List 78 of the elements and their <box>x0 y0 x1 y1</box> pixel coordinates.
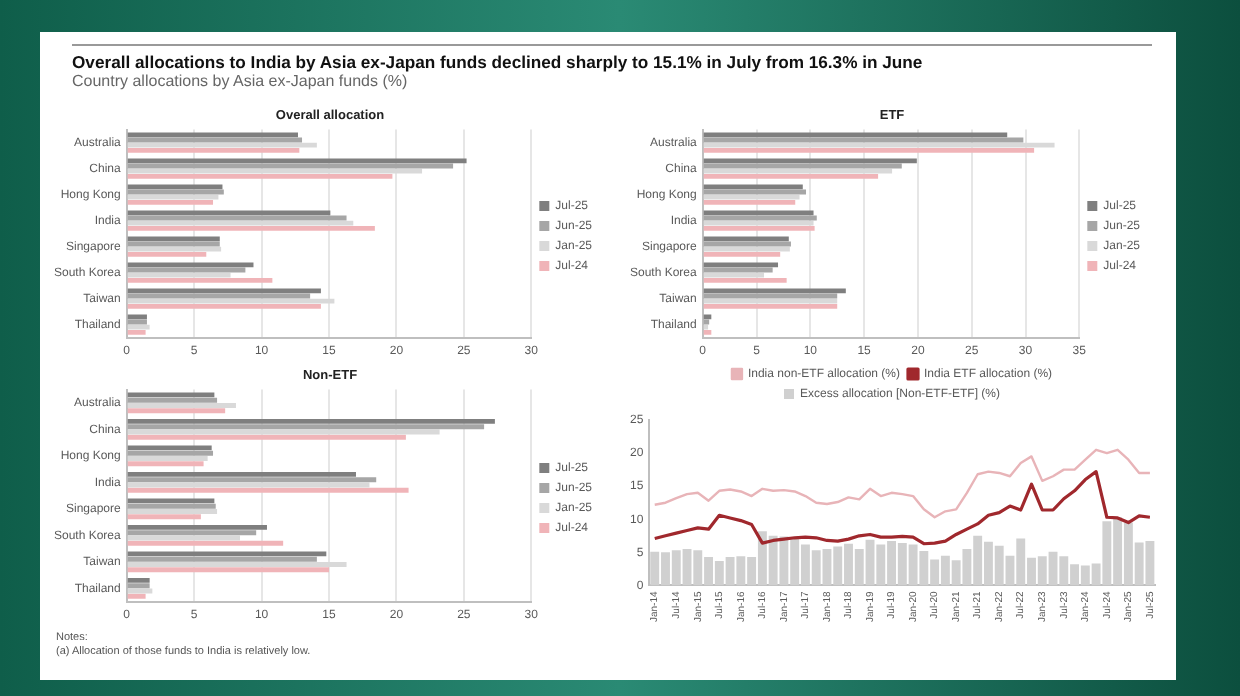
text: Country allocations by Asia ex-Japan funds (%) <box>72 72 410 90</box>
bar <box>127 471 356 477</box>
bar <box>127 456 208 461</box>
bar <box>127 262 254 268</box>
bar <box>703 194 800 200</box>
bar <box>127 142 317 148</box>
bar <box>703 200 796 205</box>
bar <box>703 184 803 190</box>
bar <box>127 278 273 283</box>
bar <box>127 524 267 530</box>
bar <box>703 174 879 179</box>
bar <box>127 236 220 242</box>
bar <box>127 272 231 278</box>
bar <box>127 184 223 190</box>
bar <box>127 158 467 164</box>
bar <box>703 314 712 320</box>
bar <box>703 142 1055 148</box>
bar <box>127 498 215 504</box>
bar <box>127 418 495 424</box>
bar <box>127 246 222 252</box>
bar <box>127 298 335 304</box>
bar <box>703 272 765 278</box>
bar <box>127 220 354 226</box>
bar <box>127 148 300 153</box>
bar <box>127 445 212 451</box>
bar <box>127 477 377 483</box>
bar <box>127 210 331 216</box>
bar <box>127 403 236 408</box>
bar <box>127 562 347 567</box>
bar <box>703 330 712 335</box>
bar <box>127 392 215 398</box>
bar <box>127 168 423 174</box>
bar <box>127 132 298 138</box>
bar <box>127 330 146 335</box>
bar <box>127 514 201 520</box>
bar <box>703 236 789 242</box>
bar <box>127 556 317 562</box>
bar <box>127 424 485 430</box>
bar <box>703 168 893 174</box>
bar <box>127 583 150 589</box>
bar <box>127 540 284 546</box>
bar <box>703 158 917 164</box>
bar <box>127 324 150 330</box>
bar <box>127 314 147 320</box>
bar <box>703 210 814 216</box>
bar <box>703 226 815 231</box>
bar <box>127 577 150 583</box>
bar <box>127 593 146 599</box>
bar <box>703 220 814 226</box>
bar <box>127 509 218 514</box>
bar <box>703 278 787 283</box>
bar <box>127 503 216 509</box>
bar <box>127 288 321 294</box>
text: Overall allocations to India by Asia ex-Japan funds declined sharply to 15.1% in July from 16.3% in June <box>72 44 1152 72</box>
bar <box>703 304 838 309</box>
bar <box>703 324 709 330</box>
bar <box>127 450 214 456</box>
bar <box>127 530 257 536</box>
bar <box>127 194 219 200</box>
bar <box>703 252 781 257</box>
bar <box>127 551 327 557</box>
bar <box>127 434 406 440</box>
bar <box>703 298 838 304</box>
bar <box>703 148 1035 153</box>
bar <box>703 262 779 268</box>
bar <box>127 226 375 231</box>
bar <box>127 200 214 205</box>
bar <box>127 252 207 257</box>
bar <box>127 487 409 493</box>
bar <box>127 461 204 467</box>
bar <box>703 288 846 294</box>
bar <box>127 174 393 179</box>
bar <box>703 246 790 252</box>
bar <box>127 304 321 309</box>
bar <box>127 408 226 414</box>
bar <box>703 132 1008 138</box>
bar <box>127 567 330 573</box>
bar <box>127 397 218 403</box>
